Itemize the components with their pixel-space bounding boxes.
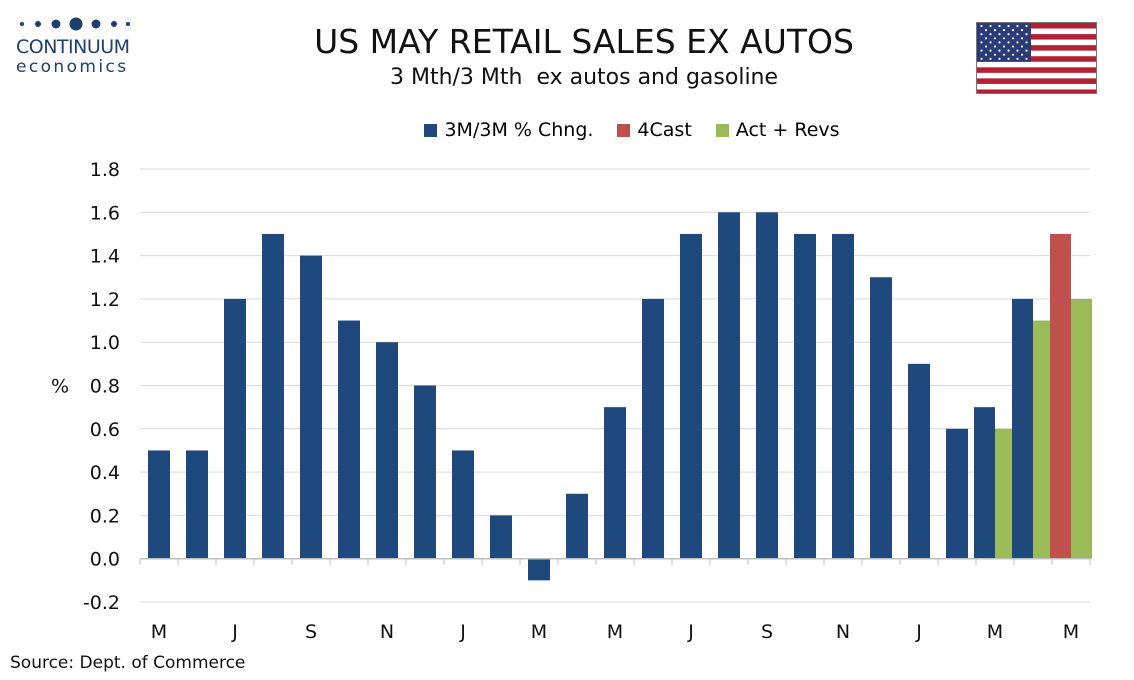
bar-main: [452, 450, 474, 559]
bar-revised: [995, 428, 1016, 559]
bar-revised: [1033, 320, 1054, 559]
x-tick-label: J: [231, 621, 238, 643]
bar-main: [528, 558, 550, 581]
legend-swatch-revised: [715, 123, 729, 137]
logo-dots-icon: [20, 17, 130, 31]
y-tick-label: 0.0: [90, 549, 120, 571]
legend-item-main: 3M/3M % Chng.: [424, 119, 593, 141]
y-tick-label: 1.0: [90, 332, 120, 354]
bar-main: [224, 298, 246, 559]
bar-main: [338, 320, 360, 559]
y-tick-label: 0.8: [90, 376, 120, 398]
x-tick-label: J: [687, 621, 694, 643]
bar-main: [756, 212, 778, 559]
source-note: Source: Dept. of Commerce: [10, 653, 246, 673]
bar-revised: [1071, 298, 1092, 559]
bar-main: [1012, 298, 1033, 559]
bar-main: [870, 277, 892, 559]
x-tick-label: M: [987, 621, 1003, 643]
legend-item-revised: Act + Revs: [715, 119, 840, 141]
legend-swatch-forecast: [617, 123, 631, 137]
legend-label-main: 3M/3M % Chng.: [444, 119, 594, 141]
bar-main: [376, 342, 398, 559]
y-tick-label: 0.6: [90, 419, 120, 441]
x-tick-label: J: [915, 621, 922, 643]
legend-item-forecast: 4Cast: [617, 119, 692, 141]
us-flag-icon: [976, 22, 1097, 94]
y-axis-label: %: [51, 376, 69, 398]
bar-main: [642, 298, 664, 559]
bar-main: [604, 407, 626, 559]
y-tick-label: 1.2: [90, 289, 120, 311]
x-tick-label: M: [607, 621, 623, 643]
x-tick-label: N: [380, 621, 394, 643]
bar-main: [262, 233, 284, 559]
bar-main: [832, 233, 854, 559]
chart-legend: 3M/3M % Chng. 4Cast Act + Revs: [0, 119, 1134, 141]
bar-main: [148, 450, 170, 559]
x-tick-label: M: [531, 621, 547, 643]
chart-title: US MAY RETAIL SALES EX AUTOS: [314, 22, 854, 61]
y-tick-label: 1.4: [90, 246, 120, 268]
bar-forecast: [1050, 233, 1071, 559]
y-tick-label: 0.4: [90, 462, 120, 484]
y-tick-label: -0.2: [83, 592, 120, 614]
bar-main: [718, 212, 740, 559]
y-tick-label: 1.6: [90, 202, 120, 224]
bar-main: [908, 363, 930, 559]
bar-main: [946, 428, 968, 559]
bar-chart: 1.8 1.6 1.4 1.2 1.0 0.8 0.6 0.4 0.2 0.0 -0.2% M J S N J…: [51, 159, 1092, 643]
y-tick-label: 0.2: [90, 505, 120, 527]
x-tick-label: N: [836, 621, 850, 643]
bar-main: [186, 450, 208, 559]
legend-label-forecast: 4Cast: [637, 119, 692, 141]
x-tick-label: M: [1063, 621, 1079, 643]
bar-main: [300, 255, 322, 559]
bar-main: [566, 493, 588, 559]
legend-swatch-main: [424, 123, 438, 137]
legend-label-revised: Act + Revs: [735, 119, 840, 141]
bar-main: [490, 515, 512, 559]
x-tick-label: J: [459, 621, 466, 643]
y-tick-label: 1.8: [90, 159, 120, 181]
chart-subtitle: 3 Mth/3 Mth ex autos and gasoline: [389, 65, 779, 90]
bar-main: [414, 385, 436, 559]
x-tick-label: M: [151, 621, 167, 643]
logo-subtitle: economics: [16, 57, 129, 77]
x-tick-label: S: [305, 621, 317, 643]
logo-wordmark: CONTINUUM: [16, 36, 130, 58]
bar-main: [794, 233, 816, 559]
continuum-logo: CONTINUUM economics: [12, 14, 137, 77]
bar-main: [680, 233, 702, 559]
x-tick-label: S: [761, 621, 773, 643]
bar-main: [974, 407, 995, 559]
